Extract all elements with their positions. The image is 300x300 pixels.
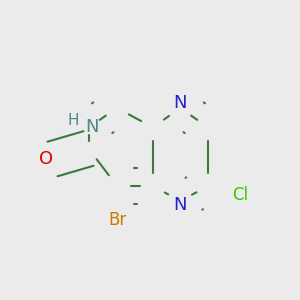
Text: O: O — [39, 150, 54, 168]
Text: N: N — [173, 196, 187, 214]
Text: H: H — [68, 113, 79, 128]
Text: N: N — [86, 118, 99, 136]
Text: Cl: Cl — [232, 186, 248, 204]
Text: N: N — [173, 94, 187, 112]
Text: Br: Br — [108, 211, 126, 229]
